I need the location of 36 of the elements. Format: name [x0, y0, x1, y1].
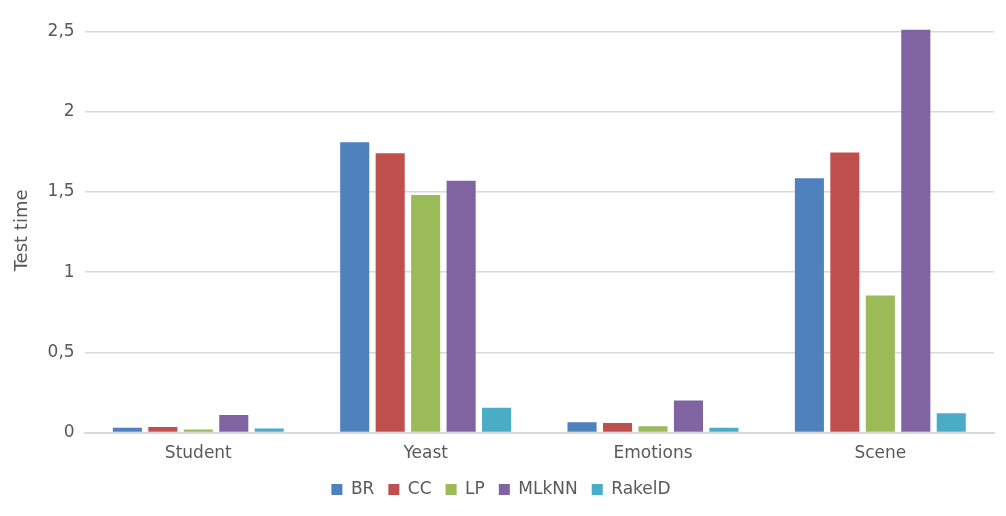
bar [219, 414, 249, 432]
bar [673, 400, 703, 432]
bar [112, 427, 142, 432]
legend-label: CC [407, 477, 432, 498]
x-tick-label: Emotions [613, 442, 693, 463]
bar [375, 153, 405, 432]
legend-label: RakelD [611, 477, 671, 498]
legend-label: MLkNN [518, 477, 578, 498]
bar [254, 428, 284, 432]
bar [901, 29, 931, 432]
y-tick-label: 1,5 [47, 180, 75, 201]
legend-label: LP [465, 477, 485, 498]
bar [567, 422, 597, 432]
bar [411, 195, 441, 432]
x-tick-label: Scene [854, 442, 907, 463]
bar [446, 180, 476, 432]
y-tick-label: 2,5 [47, 19, 75, 40]
bar [638, 426, 668, 432]
y-axis-title: Test time [10, 189, 32, 273]
bar [794, 178, 824, 432]
bar [936, 413, 966, 432]
bar [183, 429, 213, 432]
y-tick-label: 0 [63, 421, 75, 442]
x-tick-label: Student [164, 442, 233, 463]
y-tick-label: 2 [63, 100, 75, 121]
bar [709, 427, 739, 432]
bar [482, 407, 512, 432]
bar [340, 142, 370, 432]
x-tick-label: Yeast [402, 442, 449, 463]
bar [865, 295, 895, 432]
bar [830, 152, 860, 432]
y-tick-label: 0,5 [47, 340, 75, 361]
bar [602, 422, 633, 432]
y-tick-label: 1 [63, 260, 75, 281]
bar [148, 426, 178, 432]
legend-label: BR [350, 477, 375, 498]
